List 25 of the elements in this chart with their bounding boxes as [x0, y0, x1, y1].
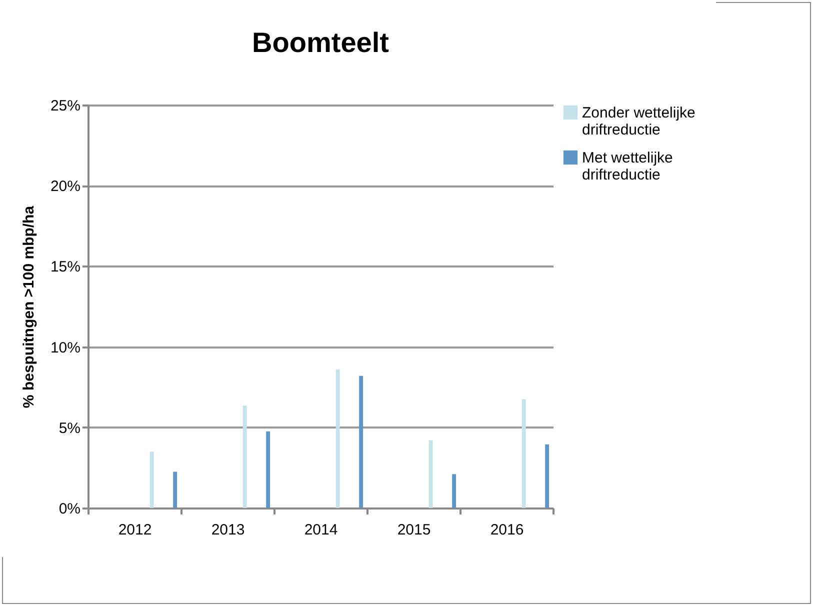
bar — [242, 406, 247, 508]
legend-label: Zonder wettelijke driftreductie — [582, 104, 696, 138]
y-tick-label: 5% — [58, 420, 80, 437]
bar — [452, 474, 456, 508]
y-axis-title: % bespuitngen >100 mbp/ha — [20, 205, 38, 408]
x-tick-label: 2015 — [397, 522, 431, 538]
y-tick-label: 0% — [58, 500, 80, 518]
bar — [359, 376, 364, 508]
y-tick-label: 10% — [50, 339, 80, 356]
x-tick-label: 2014 — [304, 522, 338, 538]
bar — [266, 431, 270, 508]
y-tick-label: 20% — [50, 178, 80, 196]
y-tick-label: 25% — [50, 98, 80, 114]
bar — [150, 452, 154, 508]
x-tick-label: 2016 — [490, 522, 524, 538]
y-tick-label: 15% — [50, 258, 80, 276]
bar — [173, 472, 178, 508]
bar — [336, 369, 340, 508]
legend-label: Met wettelijke driftreductie — [582, 150, 673, 184]
x-tick-label: 2013 — [211, 522, 245, 538]
bar — [545, 444, 550, 508]
bar — [428, 440, 433, 508]
x-tick-label: 2012 — [118, 522, 152, 538]
chart-title: Boomteelt — [252, 27, 389, 58]
bar — [522, 399, 526, 508]
